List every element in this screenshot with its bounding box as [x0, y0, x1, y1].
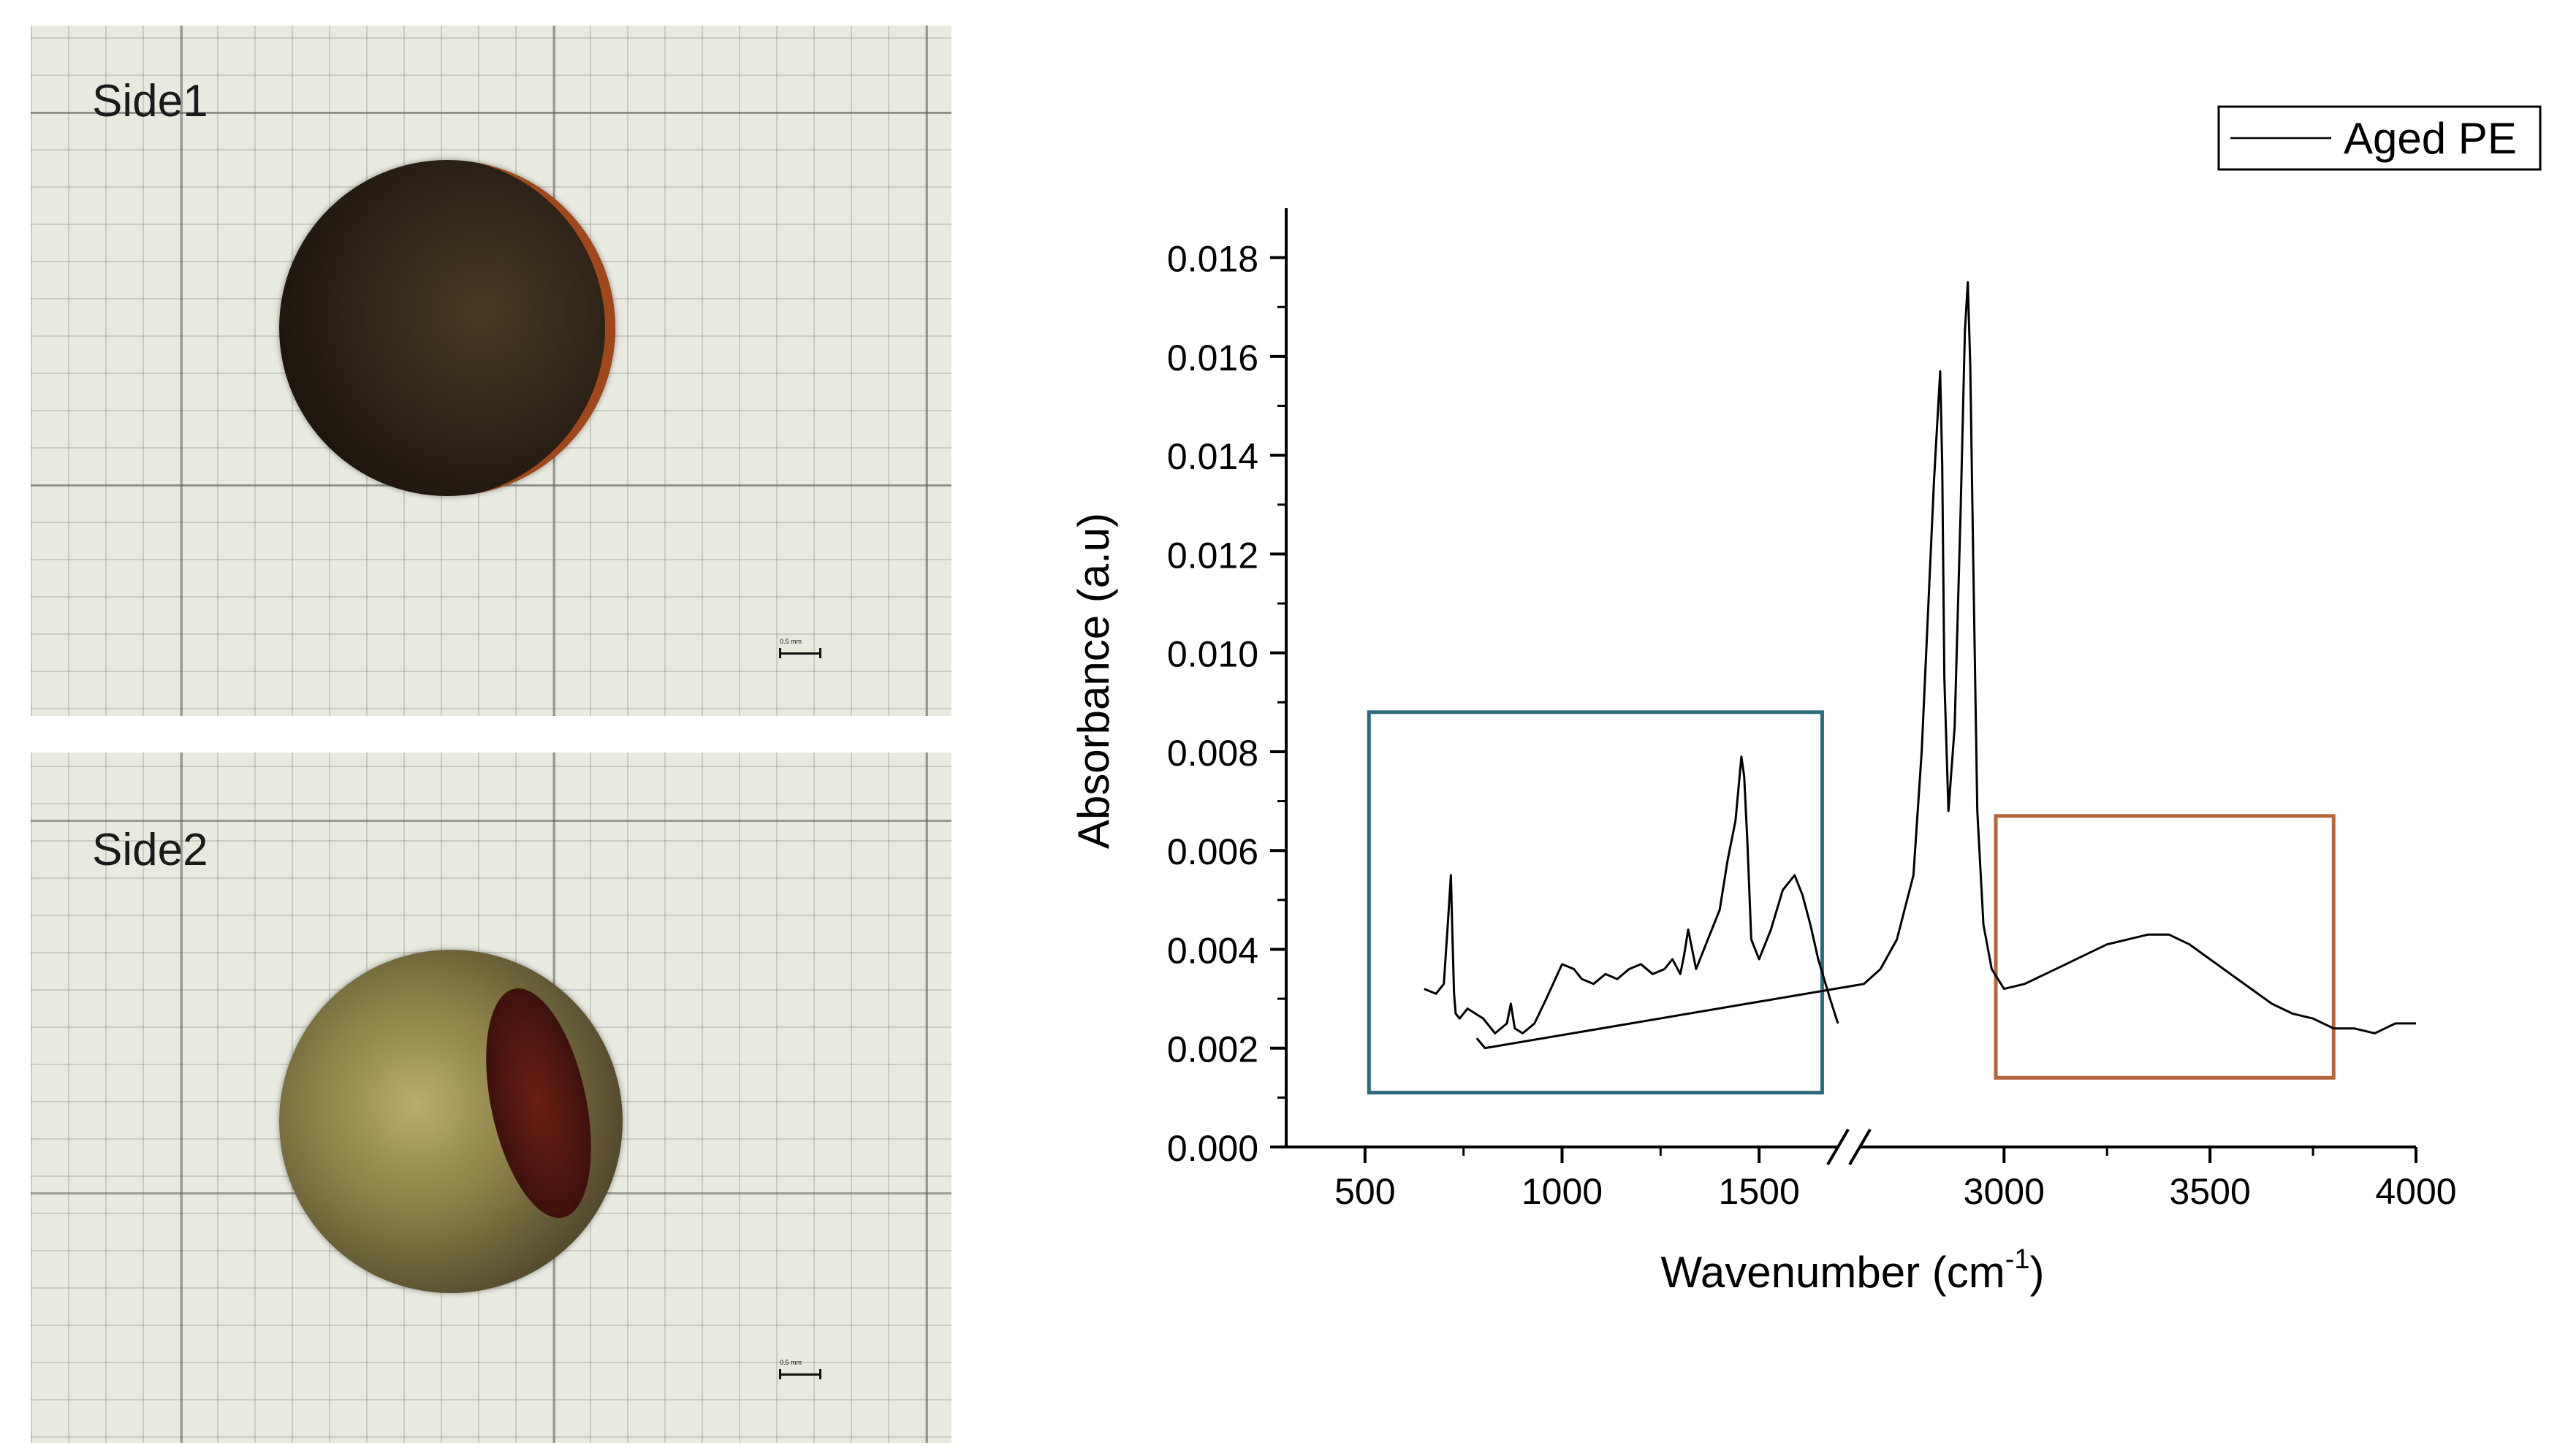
x-axis-label-main: Wavenumber (cm [1661, 1248, 2005, 1297]
chart-axes: 0.000 0.002 0.004 0.006 0.008 0.010 0.012 0.014… [1167, 208, 2457, 1212]
y-tick-label: 0.014 [1167, 436, 1258, 477]
legend-label: Aged PE [2344, 114, 2517, 163]
y-tick-label: 0.008 [1167, 733, 1258, 774]
axis-break-mark [1826, 1128, 1850, 1166]
x-tick-label: 3000 [1964, 1171, 2045, 1212]
scale-text-side2: 0.5 mm [780, 1359, 802, 1366]
y-tick-label: 0.018 [1167, 239, 1258, 280]
photo-side1: Side1 0.5 mm [31, 26, 951, 716]
highlight-region-1 [1367, 710, 1824, 1095]
x-tick-label: 4000 [2375, 1171, 2456, 1212]
scale-bar-side2 [779, 1369, 821, 1379]
photo-label-side1: Side1 [92, 76, 208, 126]
y-tick-label: 0.000 [1167, 1128, 1258, 1169]
highlight-regions [1367, 710, 2336, 1095]
x-tick-label: 500 [1334, 1171, 1395, 1212]
series-line-left [1424, 755, 1839, 1034]
x-tick-label: 1000 [1522, 1171, 1603, 1212]
y-tick-label: 0.012 [1167, 535, 1258, 576]
y-tick-label: 0.006 [1167, 831, 1258, 872]
chart-series [1424, 281, 2416, 1050]
series-line-right [1475, 281, 2416, 1050]
highlight-region-2 [1994, 814, 2336, 1080]
x-tick-label: 1500 [1719, 1171, 1800, 1212]
y-tick-label: 0.004 [1167, 930, 1258, 971]
y-tick-label: 0.002 [1167, 1029, 1258, 1070]
photo-side2: Side2 0.5 mm [31, 752, 951, 1443]
scale-bar-side1 [779, 648, 821, 658]
axis-break-mark [1848, 1128, 1872, 1166]
chart-legend: Aged PE [2217, 105, 2542, 171]
y-tick-label: 0.010 [1167, 634, 1258, 675]
x-axis-label-sup: -1 [2005, 1244, 2030, 1275]
y-axis-label: Absorbance (a.u) [1069, 513, 1118, 849]
y-tick-label: 0.016 [1167, 338, 1258, 378]
scale-text-side1: 0.5 mm [780, 638, 802, 645]
x-axis-label: Wavenumber (cm-1) [1661, 1244, 2045, 1297]
x-tick-label: 3500 [2170, 1171, 2251, 1212]
photo-label-side2: Side2 [92, 825, 208, 875]
bead-image-side1 [279, 160, 615, 496]
x-axis-label-close: ) [2030, 1248, 2045, 1297]
